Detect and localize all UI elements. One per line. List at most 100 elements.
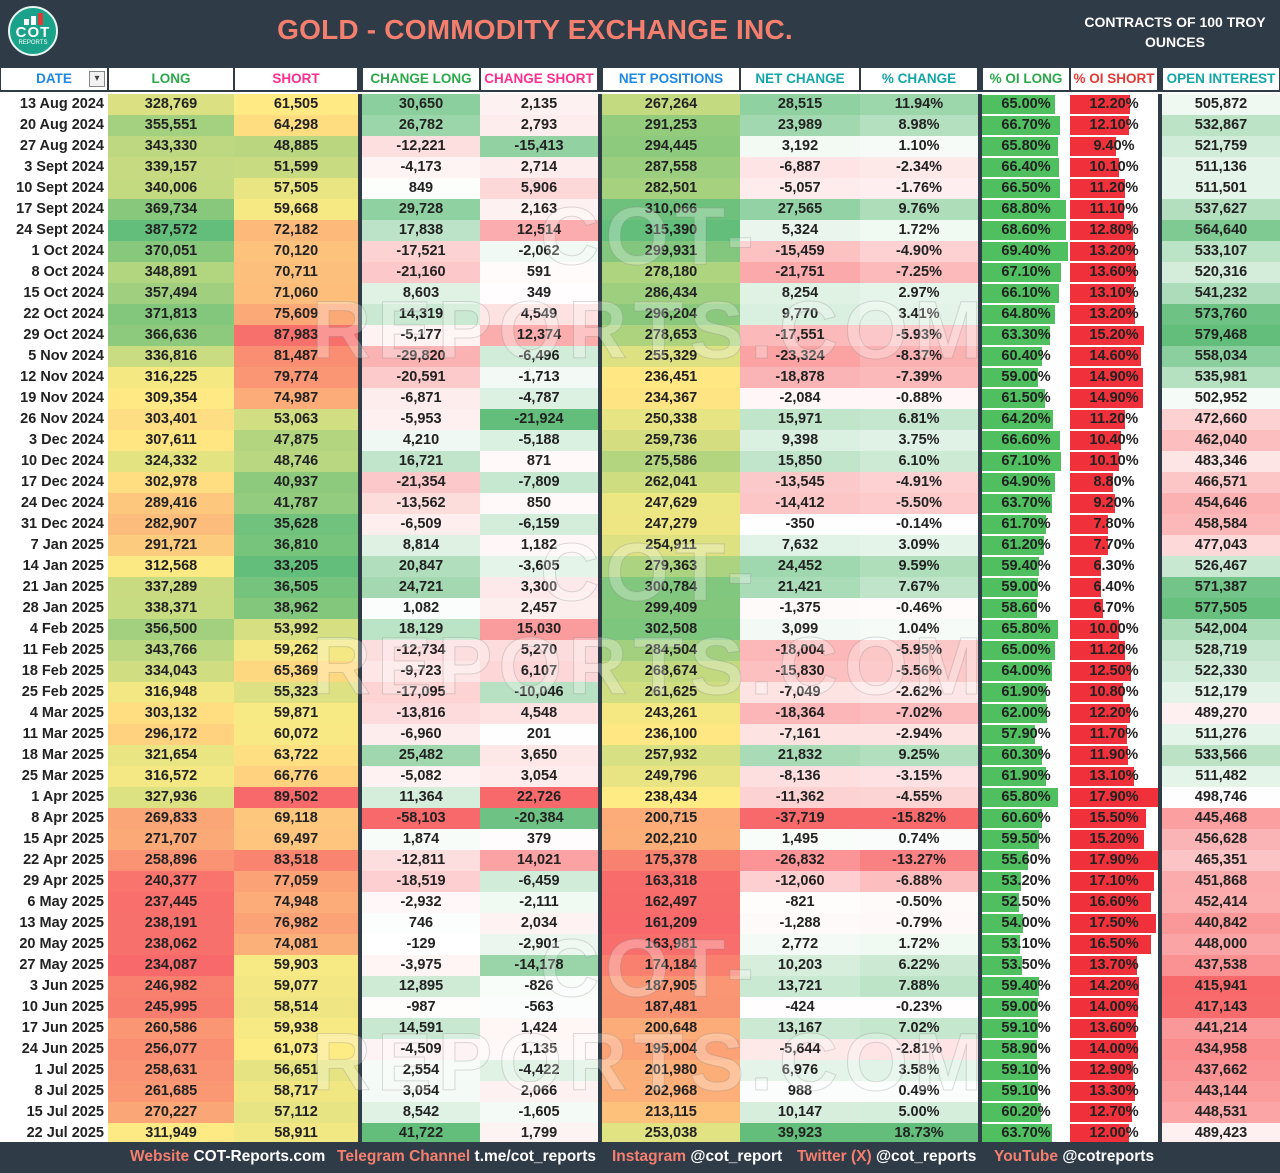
cell-pct-oi-long: 60.40% — [982, 346, 1070, 367]
cell-open-interest: 451,868 — [1162, 871, 1280, 892]
column-divider — [358, 577, 362, 598]
cell-pct-change: 7.67% — [860, 577, 978, 598]
oi-long-databar — [982, 1082, 1038, 1101]
cell-change-short-value: 4,549 — [520, 306, 558, 322]
cell-long: 316,225 — [108, 367, 234, 388]
cell-net-positions: 299,409 — [602, 598, 740, 619]
column-divider — [978, 178, 982, 199]
cell-pct-change: -5.93% — [860, 325, 978, 346]
cell-change-short-value: -3,605 — [518, 558, 560, 574]
cell-open-interest-value: 454,646 — [1194, 495, 1248, 511]
cell-pct-change-value: -4.91% — [896, 474, 942, 490]
cell-pct-oi-long-value: 61.90% — [1001, 768, 1051, 784]
cell-change-short: 850 — [480, 493, 598, 514]
cell-open-interest: 573,760 — [1162, 304, 1280, 325]
oi-short-databar — [1070, 830, 1144, 849]
website-link[interactable]: Website COT-Reports.com — [130, 1148, 325, 1166]
column-divider — [978, 493, 982, 514]
cell-change-long-value: -2,932 — [400, 894, 442, 910]
cell-change-long: -5,953 — [362, 409, 480, 430]
cell-pct-oi-long: 65.00% — [982, 94, 1070, 115]
cell-net-change-value: 13,721 — [777, 978, 823, 994]
youtube-link[interactable]: YouTube @cotreports — [994, 1148, 1154, 1166]
cell-net-change-value: -5,057 — [779, 180, 821, 196]
cell-short: 74,987 — [234, 388, 358, 409]
cell-open-interest: 472,660 — [1162, 409, 1280, 430]
cell-change-short-value: -4,787 — [518, 390, 560, 406]
oi-long-databar — [982, 830, 1039, 849]
cell-net-change: -12,060 — [740, 871, 860, 892]
cell-open-interest: 502,952 — [1162, 388, 1280, 409]
cell-open-interest-value: 558,034 — [1194, 348, 1248, 364]
cell-long-value: 234,087 — [144, 957, 198, 973]
table-row: 18 Mar 2025 321,654 63,722 25,482 3,650 257,9… — [0, 745, 1280, 766]
cell-change-long: -12,221 — [362, 136, 480, 157]
cell-change-short-value: 6,107 — [520, 663, 558, 679]
cell-net-change: -13,545 — [740, 472, 860, 493]
column-divider — [978, 325, 982, 346]
cell-pct-change-value: -5.95% — [896, 642, 942, 658]
cell-pct-oi-long-value: 66.70% — [1001, 117, 1051, 133]
cell-net-change: -424 — [740, 997, 860, 1018]
cell-pct-change-value: 3.58% — [898, 1062, 940, 1078]
cell-change-short-value: 1,799 — [520, 1125, 558, 1141]
cell-date: 3 Jun 2025 — [0, 976, 108, 997]
column-divider — [598, 745, 602, 766]
column-divider — [598, 913, 602, 934]
column-divider — [358, 619, 362, 640]
filter-dropdown-icon[interactable]: ▾ — [89, 71, 105, 87]
oi-long-databar — [982, 599, 1037, 618]
cell-long: 311,949 — [108, 1123, 234, 1144]
cell-open-interest: 445,468 — [1162, 808, 1280, 829]
column-divider — [598, 94, 602, 115]
cell-pct-oi-long-value: 65.00% — [1001, 96, 1051, 112]
column-divider — [978, 850, 982, 871]
column-divider — [358, 115, 362, 136]
cell-long-value: 371,813 — [144, 306, 198, 322]
cell-date-value: 26 Nov 2024 — [20, 411, 104, 427]
cell-date-value: 11 Mar 2025 — [22, 726, 104, 742]
cell-net-change-value: -21,751 — [775, 264, 825, 280]
oi-long-databar — [982, 662, 1052, 681]
cell-change-long-value: -5,953 — [400, 411, 442, 427]
column-divider — [598, 1123, 602, 1144]
cell-open-interest-value: 456,628 — [1194, 831, 1248, 847]
cell-pct-oi-long: 53.20% — [982, 871, 1070, 892]
cell-date: 3 Sept 2024 — [0, 157, 108, 178]
instagram-link[interactable]: Instagram @cot_report — [612, 1148, 782, 1166]
header-date[interactable]: DATE ▾ — [1, 68, 107, 90]
twitter-link[interactable]: Twitter (X) @cot_reports — [797, 1148, 976, 1166]
cell-pct-change-value: -5.56% — [896, 663, 942, 679]
cell-net-positions-value: 268,674 — [644, 663, 698, 679]
cell-change-long: -13,562 — [362, 493, 480, 514]
cell-date-value: 22 Apr 2025 — [23, 852, 104, 868]
cell-pct-change: 6.22% — [860, 955, 978, 976]
column-divider — [978, 808, 982, 829]
cell-pct-oi-long-value: 62.00% — [1001, 705, 1051, 721]
table-row: 17 Dec 2024 302,978 40,937 -21,354 -7,809 262… — [0, 472, 1280, 493]
cell-long: 343,330 — [108, 136, 234, 157]
cell-net-change: 24,452 — [740, 556, 860, 577]
cell-pct-oi-long-value: 63.70% — [1001, 495, 1051, 511]
cell-date: 13 Aug 2024 — [0, 94, 108, 115]
column-divider — [978, 766, 982, 787]
cell-change-long: 18,129 — [362, 619, 480, 640]
cell-long: 309,354 — [108, 388, 234, 409]
cell-pct-oi-short: 9.20% — [1070, 493, 1158, 514]
cell-pct-change: -0.50% — [860, 892, 978, 913]
table-row: 4 Mar 2025 303,132 59,871 -13,816 4,548 243,2… — [0, 703, 1280, 724]
cell-open-interest: 511,276 — [1162, 724, 1280, 745]
cell-short-value: 74,987 — [273, 390, 319, 406]
cell-change-long-value: 4,210 — [402, 432, 440, 448]
cell-net-change: -5,057 — [740, 178, 860, 199]
cell-change-short-value: 3,300 — [520, 579, 558, 595]
cell-open-interest: 477,043 — [1162, 535, 1280, 556]
oi-long-databar — [982, 494, 1052, 513]
cell-pct-change-value: -3.15% — [896, 768, 942, 784]
cell-pct-oi-long-value: 58.90% — [1001, 1041, 1051, 1057]
cell-pct-oi-long: 61.20% — [982, 535, 1070, 556]
column-divider — [978, 157, 982, 178]
cell-date: 17 Jun 2025 — [0, 1018, 108, 1039]
telegram-link[interactable]: Telegram Channel t.me/cot_reports — [337, 1148, 596, 1166]
cell-short: 53,992 — [234, 619, 358, 640]
